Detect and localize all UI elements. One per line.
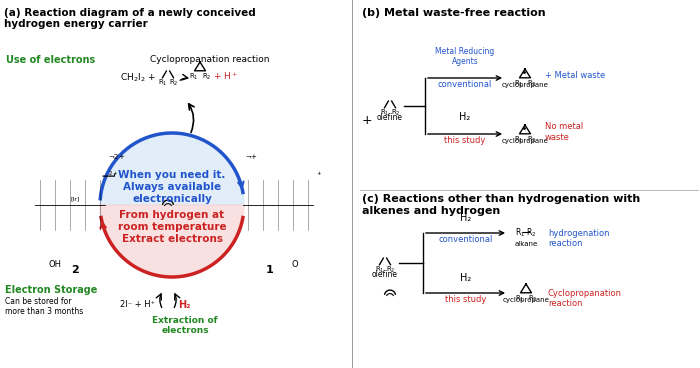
Text: cyclopropane: cyclopropane bbox=[502, 138, 548, 144]
Text: (c) Reactions other than hydrogenation with: (c) Reactions other than hydrogenation w… bbox=[362, 194, 640, 204]
Text: R$_2$: R$_2$ bbox=[528, 294, 538, 304]
Text: cyclopropane: cyclopropane bbox=[503, 297, 550, 303]
Text: From hydrogen at
room temperature
Extract electrons: From hydrogen at room temperature Extrac… bbox=[118, 210, 226, 244]
Text: $\neg$2+: $\neg$2+ bbox=[108, 152, 125, 161]
Text: conventional: conventional bbox=[438, 235, 493, 244]
Text: H₂: H₂ bbox=[460, 273, 471, 283]
Text: olefine: olefine bbox=[377, 113, 403, 122]
Text: R$_1$: R$_1$ bbox=[514, 135, 523, 145]
Text: conventional: conventional bbox=[438, 80, 492, 89]
Text: R$_2$: R$_2$ bbox=[527, 79, 536, 89]
Polygon shape bbox=[100, 205, 244, 277]
Text: Extraction of
electrons: Extraction of electrons bbox=[152, 316, 218, 335]
Text: hydrogen energy carrier: hydrogen energy carrier bbox=[4, 19, 148, 29]
Text: R$_2$: R$_2$ bbox=[386, 265, 396, 276]
Text: H₂: H₂ bbox=[460, 213, 471, 223]
Text: $\lfloor$: $\lfloor$ bbox=[102, 172, 118, 178]
Text: olefine: olefine bbox=[372, 270, 398, 279]
Text: When you need it.
Always available
electronically: When you need it. Always available elect… bbox=[118, 170, 225, 204]
Text: Cyclopropanation reaction: Cyclopropanation reaction bbox=[150, 55, 270, 64]
Text: 2: 2 bbox=[71, 265, 79, 275]
Text: R$_1$: R$_1$ bbox=[158, 78, 167, 88]
Text: Electron Storage: Electron Storage bbox=[5, 285, 97, 295]
Text: R$_1$: R$_1$ bbox=[374, 265, 384, 276]
Text: (b) Metal waste-free reaction: (b) Metal waste-free reaction bbox=[362, 8, 545, 18]
Text: Can be stored for
more than 3 months: Can be stored for more than 3 months bbox=[5, 297, 83, 316]
Text: R$_2$: R$_2$ bbox=[169, 78, 178, 88]
Text: H₂: H₂ bbox=[459, 112, 470, 122]
Text: R$_2$: R$_2$ bbox=[202, 72, 211, 82]
Text: CH$_2$I$_2$ +: CH$_2$I$_2$ + bbox=[120, 72, 156, 85]
Text: +: + bbox=[362, 113, 372, 127]
Text: O: O bbox=[292, 260, 298, 269]
Text: + H$^+$: + H$^+$ bbox=[213, 70, 238, 82]
Text: R$_1$: R$_1$ bbox=[514, 294, 524, 304]
Text: + Metal waste: + Metal waste bbox=[545, 71, 606, 81]
Text: cyclopropane: cyclopropane bbox=[502, 82, 548, 88]
Text: $^{+}$: $^{+}$ bbox=[316, 170, 322, 179]
Text: R$_2$: R$_2$ bbox=[527, 135, 536, 145]
Text: alkane: alkane bbox=[514, 241, 538, 247]
Text: No metal
waste: No metal waste bbox=[545, 122, 583, 142]
Text: Cyclopropanation
reaction: Cyclopropanation reaction bbox=[548, 289, 622, 308]
Text: $\neg$+: $\neg$+ bbox=[245, 152, 258, 161]
Text: R$_1$: R$_1$ bbox=[514, 79, 523, 89]
Text: R$_2$: R$_2$ bbox=[391, 108, 400, 118]
Text: hydrogenation
reaction: hydrogenation reaction bbox=[548, 229, 610, 248]
Text: H₂: H₂ bbox=[178, 300, 190, 310]
Text: R$_1$: R$_1$ bbox=[379, 108, 389, 118]
Text: alkenes and hydrogen: alkenes and hydrogen bbox=[362, 206, 500, 216]
Text: R$_1$: R$_1$ bbox=[515, 227, 526, 239]
Text: [Ir]: [Ir] bbox=[70, 196, 80, 201]
Text: Use of electrons: Use of electrons bbox=[6, 55, 95, 65]
Polygon shape bbox=[100, 133, 244, 205]
Text: Metal Reducing
Agents: Metal Reducing Agents bbox=[435, 47, 495, 66]
Text: OH: OH bbox=[48, 260, 62, 269]
Text: (a) Reaction diagram of a newly conceived: (a) Reaction diagram of a newly conceive… bbox=[4, 8, 255, 18]
Text: R$_2$: R$_2$ bbox=[526, 227, 536, 239]
Text: this study: this study bbox=[444, 136, 486, 145]
Text: 1: 1 bbox=[266, 265, 274, 275]
Text: $^{2+}$: $^{2+}$ bbox=[108, 170, 118, 179]
Text: R$_1$: R$_1$ bbox=[188, 72, 198, 82]
Text: this study: this study bbox=[444, 295, 486, 304]
Text: 2I⁻ + H⁺: 2I⁻ + H⁺ bbox=[120, 300, 155, 309]
